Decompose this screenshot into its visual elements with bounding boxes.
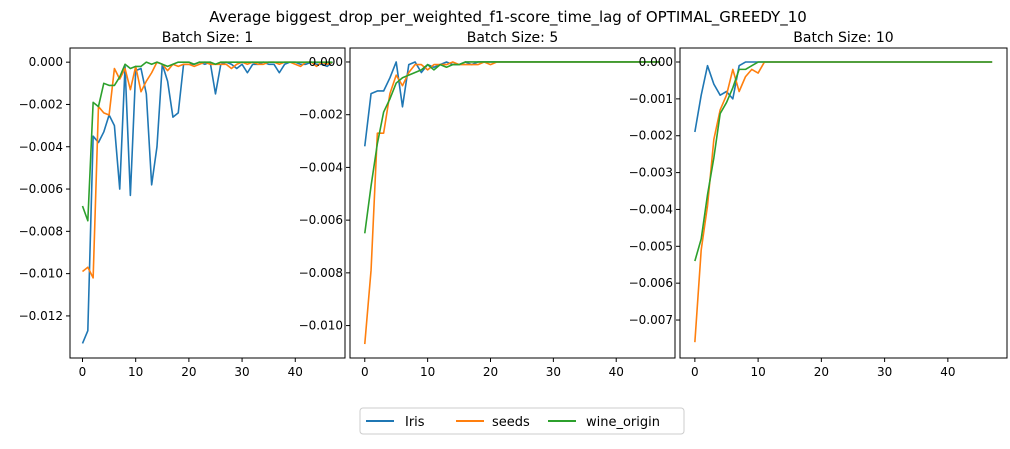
y-tick-label: 0.000	[29, 55, 63, 69]
legend-label-iris: Iris	[405, 415, 425, 430]
x-tick-label: 40	[288, 365, 303, 379]
subplot-panels: Batch Size: 10 10 20 30 400.000−0.002−0.004−…	[19, 30, 1008, 379]
y-tick-label: −0.005	[629, 239, 673, 253]
y-tick-label: −0.012	[19, 309, 63, 323]
y-tick-label: −0.006	[299, 213, 343, 227]
y-tick-label: −0.004	[299, 160, 343, 174]
axes-frame	[69, 47, 346, 359]
y-tick-label: −0.008	[19, 224, 63, 238]
x-tick-label: 30	[877, 365, 892, 379]
y-tick-label: −0.010	[19, 267, 63, 281]
y-tick-label: −0.010	[299, 319, 343, 333]
x-tick-label: 20	[483, 365, 498, 379]
x-tick-label: 30	[234, 365, 249, 379]
x-tick-label: 10	[750, 365, 765, 379]
x-tick-label: 10	[128, 365, 143, 379]
subplot-title: Batch Size: 10	[793, 30, 893, 46]
x-tick-label: 10	[420, 365, 435, 379]
x-tick-label: 0	[79, 365, 87, 379]
legend-label-wine-origin: wine_origin	[586, 415, 660, 430]
y-tick-label: −0.006	[19, 182, 63, 196]
legend-frame	[359, 407, 685, 435]
y-tick-label: −0.002	[629, 129, 673, 143]
axes-frame	[679, 47, 1008, 359]
y-tick-label: −0.004	[629, 202, 673, 216]
subplot-title: Batch Size: 1	[162, 30, 254, 46]
x-tick-label: 0	[691, 365, 699, 379]
y-tick-label: −0.002	[19, 97, 63, 111]
y-tick-label: −0.007	[629, 313, 673, 327]
x-tick-label: 0	[361, 365, 369, 379]
legend-label-seeds: seeds	[492, 415, 530, 430]
series-line-wine-origin	[363, 61, 661, 234]
legend: Iris seeds wine_origin	[359, 407, 685, 435]
y-tick-label: 0.000	[309, 55, 343, 69]
plot-area	[70, 48, 345, 358]
x-tick-label: 20	[814, 365, 829, 379]
y-tick-label: −0.008	[299, 266, 343, 280]
series-line-wine-origin	[81, 61, 333, 222]
y-tick-label: −0.003	[629, 166, 673, 180]
y-tick-label: 0.000	[639, 55, 673, 69]
subplot-title: Batch Size: 5	[467, 30, 559, 46]
x-tick-label: 20	[181, 365, 196, 379]
plot-area	[680, 48, 1007, 358]
axes-frame	[349, 47, 676, 359]
series-line-wine-origin	[694, 61, 993, 262]
figure-title: Average biggest_drop_per_weighted_f1-sco…	[209, 8, 807, 27]
y-tick-label: −0.006	[629, 276, 673, 290]
y-tick-label: −0.002	[299, 108, 343, 122]
subplot-3: Batch Size: 10 0 10 20 30 40 0.000 −0.001 −0.002…	[629, 30, 1008, 379]
y-tick-label: −0.004	[19, 140, 63, 154]
subplot-2: Batch Size: 5 0 10 20 30 40 0.000 −0.002 −0.004 −…	[299, 30, 676, 379]
subplot-1: Batch Size: 1 0 10 20 30 40 0.000 −0.002 −0.004 −…	[19, 30, 346, 379]
y-tick-label: −0.001	[629, 92, 673, 106]
x-tick-label: 40	[609, 365, 624, 379]
x-tick-label: 40	[940, 365, 955, 379]
x-tick-label: 30	[546, 365, 561, 379]
plot-area	[350, 48, 675, 358]
